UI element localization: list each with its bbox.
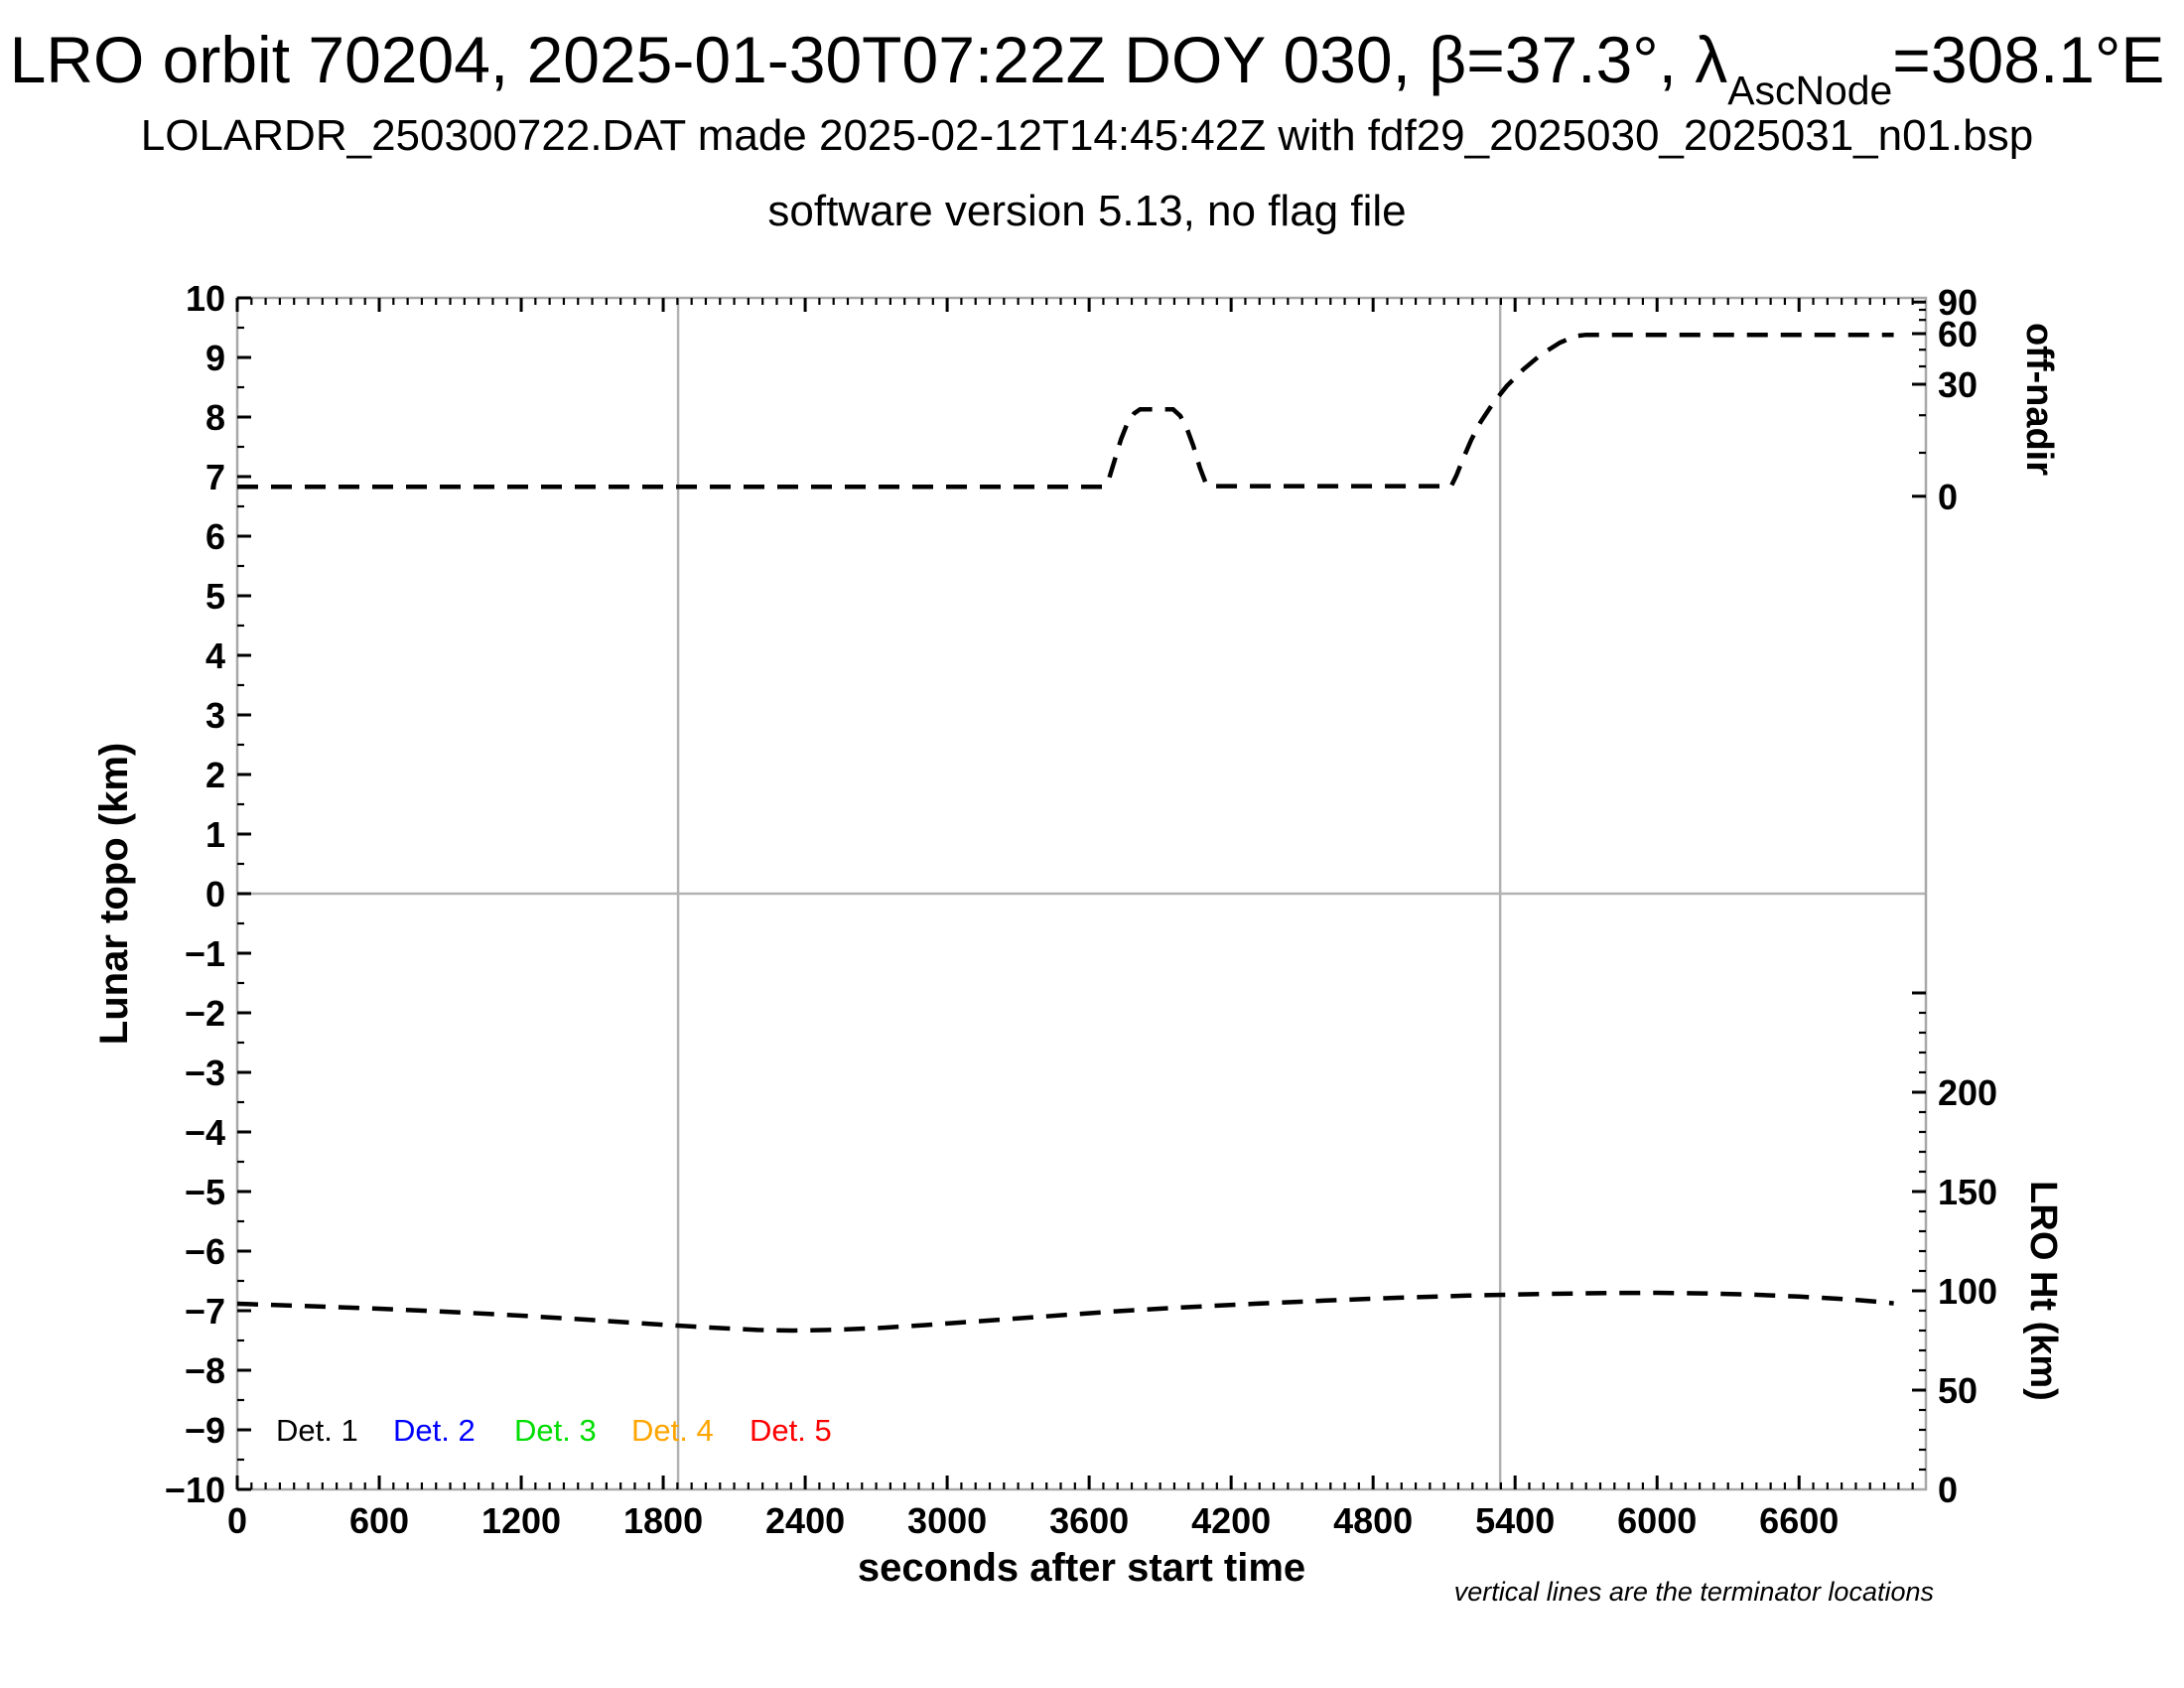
y-left-tick-label: −3 xyxy=(185,1053,225,1093)
subtitle-software: software version 5.13, no flag file xyxy=(767,187,1407,235)
ht-tick-label: 50 xyxy=(1938,1370,1978,1411)
y-left-tick-label: −6 xyxy=(185,1231,225,1272)
legend-item: Det. 1 xyxy=(276,1413,358,1448)
y-left-tick-label: 10 xyxy=(186,278,225,319)
x-tick-label: 600 xyxy=(349,1500,409,1541)
y-left-tick-label: 1 xyxy=(205,814,225,855)
y-left-tick-label: −2 xyxy=(185,993,225,1034)
y-left-tick-label: 9 xyxy=(205,338,225,378)
y-left-tick-label: −10 xyxy=(165,1470,225,1510)
y-left-tick-label: 8 xyxy=(205,397,225,438)
x-tick-label: 1200 xyxy=(481,1500,561,1541)
y-left-tick-label: 5 xyxy=(205,576,225,617)
page-title: LRO orbit 70204, 2025-01-30T07:22Z DOY 0… xyxy=(0,22,2174,113)
x-tick-label: 6000 xyxy=(1617,1500,1697,1541)
offnadir-tick-label: 30 xyxy=(1938,364,1978,405)
ht-tick-label: 100 xyxy=(1938,1271,1997,1312)
y-left-tick-label: −5 xyxy=(185,1172,225,1212)
x-tick-label: 5400 xyxy=(1475,1500,1555,1541)
title-subscript: AscNode xyxy=(1727,67,1893,113)
offnadir-axis-title: off-nadir xyxy=(2018,323,2060,476)
title-prefix: LRO orbit 70204, 2025-01-30T07:22Z DOY 0… xyxy=(9,23,1728,96)
legend-item: Det. 2 xyxy=(393,1413,476,1448)
x-tick-label: 4200 xyxy=(1191,1500,1271,1541)
ht-tick-label: 200 xyxy=(1938,1072,1997,1113)
legend-item: Det. 3 xyxy=(514,1413,597,1448)
x-tick-label: 3000 xyxy=(907,1500,987,1541)
height-curve xyxy=(236,1290,1894,1334)
x-tick-label: 1800 xyxy=(623,1500,703,1541)
subtitle-datafile: LOLARDR_250300722.DAT made 2025-02-12T14… xyxy=(140,111,2034,160)
offnadir-curve xyxy=(237,332,1894,490)
terminator-note: vertical lines are the terminator locati… xyxy=(1454,1577,1934,1607)
y-left-axis-title: Lunar topo (km) xyxy=(92,743,136,1045)
y-left-tick-label: 2 xyxy=(205,755,225,795)
title-suffix: =308.1°E xyxy=(1892,23,2165,96)
axis-titles: Lunar topo (km) off-nadir LRO Ht (km) secon… xyxy=(92,323,2064,1590)
y-left-tick-label: 3 xyxy=(205,695,225,736)
offnadir-tick-label: 90 xyxy=(1938,282,1978,323)
x-tick-label: 2400 xyxy=(765,1500,845,1541)
x-tick-label: 3600 xyxy=(1049,1500,1129,1541)
x-tick-label: 6600 xyxy=(1759,1500,1839,1541)
legend-item: Det. 4 xyxy=(631,1413,714,1448)
y-left-tick-label: −1 xyxy=(185,933,225,974)
x-tick-label: 0 xyxy=(227,1500,247,1541)
y-left-tick-label: 6 xyxy=(205,516,225,557)
ht-tick-label: 0 xyxy=(1938,1470,1958,1510)
y-left-tick-label: 7 xyxy=(205,457,225,497)
y-left-tick-label: −4 xyxy=(185,1112,225,1153)
y-left-tick-label: 0 xyxy=(205,874,225,914)
offnadir-tick-label: 0 xyxy=(1938,477,1958,517)
x-axis-title: seconds after start time xyxy=(858,1546,1305,1590)
legend-item: Det. 5 xyxy=(750,1413,832,1448)
y-left-tick-label: −8 xyxy=(185,1350,225,1391)
y-left-tick-label: −7 xyxy=(185,1291,225,1332)
x-tick-label: 4800 xyxy=(1333,1500,1413,1541)
ht-axis-title: LRO Ht (km) xyxy=(2022,1181,2064,1401)
legend: Det. 1 Det. 2 Det. 3 Det. 4 Det. 5 xyxy=(276,1413,832,1448)
y-left-tick-label: −9 xyxy=(185,1410,225,1451)
y-left-tick-label: 4 xyxy=(205,635,225,676)
ht-tick-label: 150 xyxy=(1938,1172,1997,1212)
offnadir-tick-label: 60 xyxy=(1938,314,1978,354)
ticks xyxy=(235,296,1926,1491)
